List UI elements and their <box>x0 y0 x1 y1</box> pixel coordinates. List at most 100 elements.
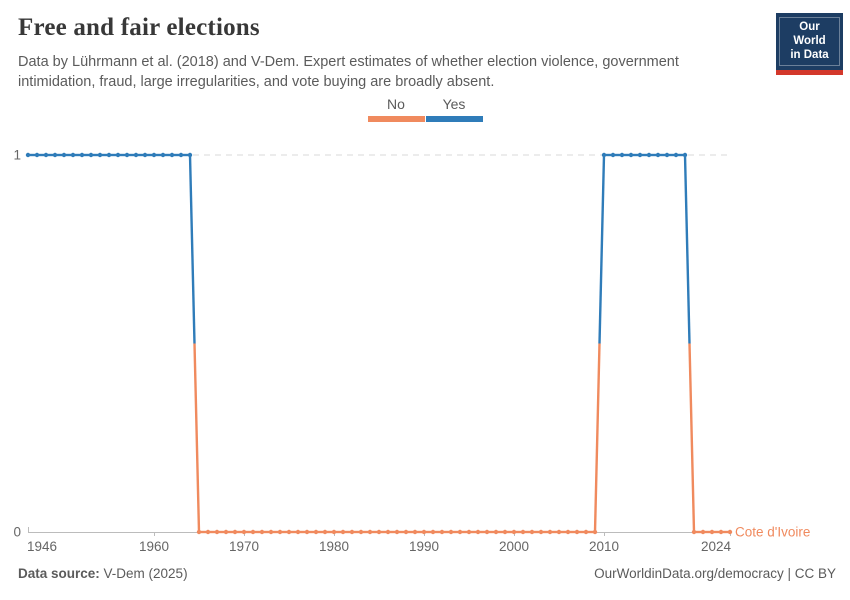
data-point-1982 <box>349 529 355 535</box>
data-point-2023 <box>718 529 724 535</box>
data-point-1983 <box>358 529 364 535</box>
data-point-1994 <box>457 529 463 535</box>
data-point-2007 <box>574 529 580 535</box>
data-point-1975 <box>286 529 292 535</box>
x-tick-label-1970: 1970 <box>229 539 259 554</box>
legend-label: No <box>387 96 405 112</box>
data-point-2017 <box>664 152 670 158</box>
data-point-2016 <box>655 152 661 158</box>
owid-logo[interactable]: Our World in Data <box>776 13 843 76</box>
data-point-1973 <box>268 529 274 535</box>
data-point-1966 <box>205 529 211 535</box>
data-point-1952 <box>79 152 85 158</box>
data-point-2013 <box>628 152 634 158</box>
data-point-1954 <box>97 152 103 158</box>
chart-footer: Data source: V-Dem (2025) OurWorldinData… <box>18 566 836 581</box>
data-point-2000 <box>511 529 517 535</box>
data-point-1981 <box>340 529 346 535</box>
owid-logo-text: Our World in Data <box>779 17 840 67</box>
data-point-2004 <box>547 529 553 535</box>
data-point-2015 <box>646 152 652 158</box>
x-tick-label-1960: 1960 <box>139 539 169 554</box>
y-tick-label-0: 0 <box>13 525 21 540</box>
data-point-1955 <box>106 152 112 158</box>
data-point-1997 <box>484 529 490 535</box>
data-point-1971 <box>250 529 256 535</box>
data-point-2024 <box>727 529 733 535</box>
x-tick-label-1946: 1946 <box>27 539 57 554</box>
data-point-1970 <box>241 529 247 535</box>
data-point-1977 <box>304 529 310 535</box>
legend-item-yes[interactable]: Yes <box>425 96 483 122</box>
x-tick-label-2024: 2024 <box>701 539 732 554</box>
data-point-2014 <box>637 152 643 158</box>
data-point-2011 <box>610 152 616 158</box>
series-transition-half <box>193 343 201 533</box>
series-transition-half <box>188 154 196 344</box>
data-point-1953 <box>88 152 94 158</box>
data-point-1989 <box>412 529 418 535</box>
data-point-1991 <box>430 529 436 535</box>
entity-label[interactable]: Cote d'Ivoire <box>735 525 810 540</box>
data-point-1962 <box>169 152 175 158</box>
data-point-1993 <box>448 529 454 535</box>
data-point-1974 <box>277 529 283 535</box>
data-source: Data source: V-Dem (2025) <box>18 566 188 581</box>
data-point-1961 <box>160 152 166 158</box>
data-point-2020 <box>691 529 697 535</box>
data-point-1960 <box>151 152 157 158</box>
data-point-2008 <box>583 529 589 535</box>
series-transition-half <box>598 154 606 344</box>
data-point-1948 <box>43 152 49 158</box>
data-point-2018 <box>673 152 679 158</box>
series-transition-half <box>593 343 601 533</box>
data-point-2019 <box>682 152 688 158</box>
data-point-1947 <box>34 152 40 158</box>
data-point-1985 <box>376 529 382 535</box>
data-point-2002 <box>529 529 535 535</box>
series-transition-half <box>683 154 691 344</box>
chart-subtitle: Data by Lührmann et al. (2018) and V-Dem… <box>18 54 679 90</box>
page-title: Free and fair elections <box>18 14 260 41</box>
data-point-1976 <box>295 529 301 535</box>
data-point-1946 <box>25 152 31 158</box>
data-point-2003 <box>538 529 544 535</box>
x-tick-label-1990: 1990 <box>409 539 439 554</box>
data-point-1979 <box>322 529 328 535</box>
data-point-1987 <box>394 529 400 535</box>
data-point-1956 <box>115 152 121 158</box>
data-point-1963 <box>178 152 184 158</box>
data-point-1998 <box>493 529 499 535</box>
data-source-label: Data source: <box>18 566 100 581</box>
x-tick-label-2010: 2010 <box>589 539 619 554</box>
data-point-2010 <box>601 152 607 158</box>
owid-citation-link[interactable]: OurWorldinData.org/democracy | CC BY <box>594 566 836 581</box>
data-point-2001 <box>520 529 526 535</box>
data-point-1992 <box>439 529 445 535</box>
data-point-1988 <box>403 529 409 535</box>
data-point-1968 <box>223 529 229 535</box>
data-point-1969 <box>232 529 238 535</box>
data-point-1958 <box>133 152 139 158</box>
data-point-2006 <box>565 529 571 535</box>
data-point-1964 <box>187 152 193 158</box>
data-source-value: V-Dem (2025) <box>99 566 188 581</box>
data-point-2021 <box>700 529 706 535</box>
chart-legend: No Yes <box>0 96 850 122</box>
data-point-1967 <box>214 529 220 535</box>
data-point-1984 <box>367 529 373 535</box>
data-point-1995 <box>466 529 472 535</box>
data-point-2009 <box>592 529 598 535</box>
data-point-1999 <box>502 529 508 535</box>
y-tick-label-1: 1 <box>13 148 21 163</box>
legend-item-no[interactable]: No <box>367 96 425 122</box>
data-point-2022 <box>709 529 715 535</box>
data-point-1972 <box>259 529 265 535</box>
data-point-1990 <box>421 529 427 535</box>
series-transition-half <box>688 343 696 533</box>
data-point-1986 <box>385 529 391 535</box>
data-point-1957 <box>124 152 130 158</box>
x-tick-label-1980: 1980 <box>319 539 349 554</box>
data-point-1980 <box>331 529 337 535</box>
